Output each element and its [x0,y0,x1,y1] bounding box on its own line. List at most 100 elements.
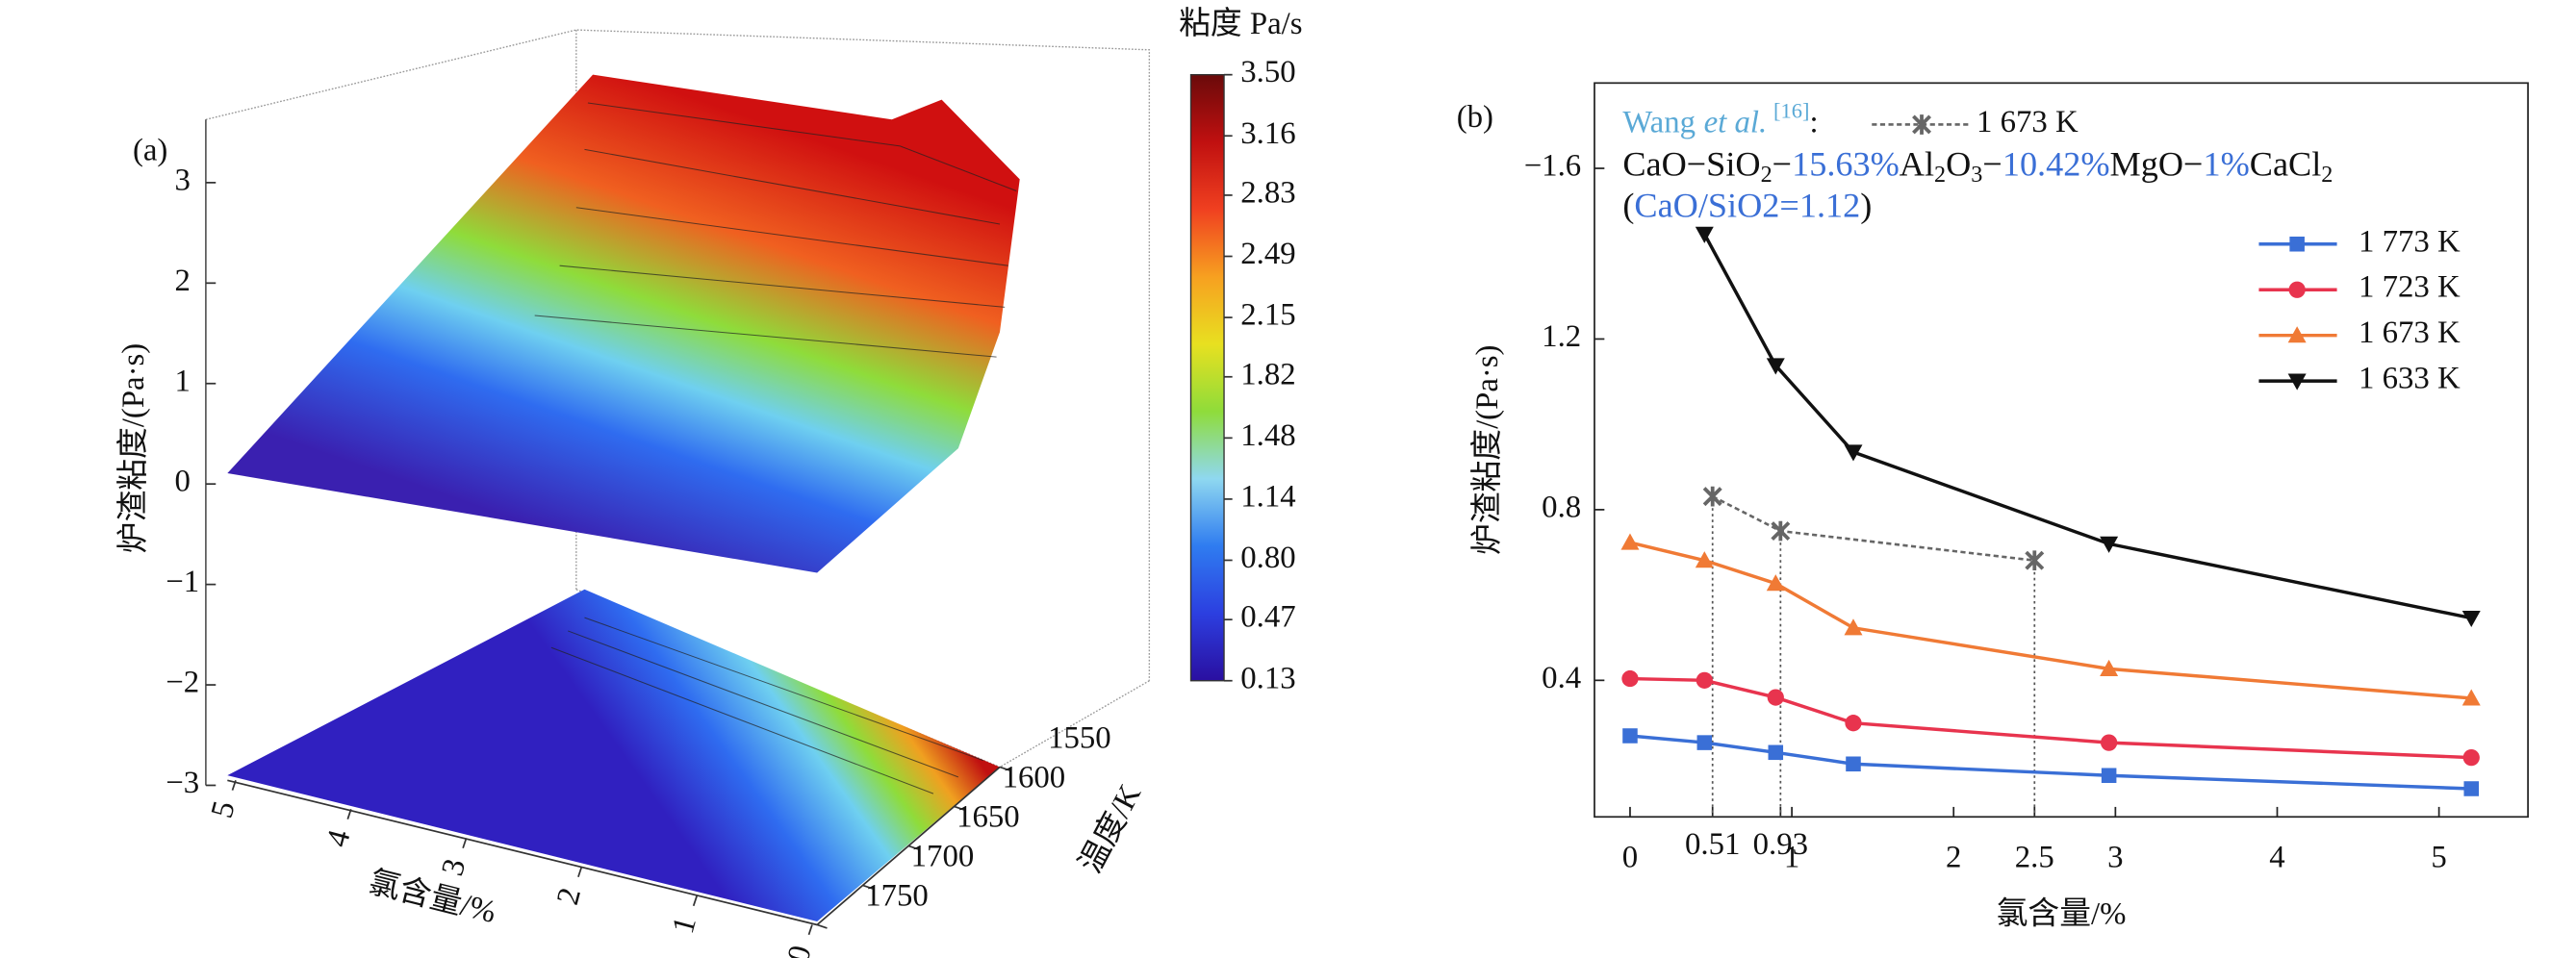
series-line [1629,676,2472,760]
series-line [1629,541,2472,700]
marker [1621,669,1639,688]
x3-tick [692,895,698,907]
marker [1766,358,1785,375]
y3-tick [907,845,919,850]
y-tick-label: 0.4 [1542,661,1581,695]
z-tick-label: −2 [166,666,199,700]
panel-label: (b) [1457,100,1493,135]
colorbar-tick-label: 0.80 [1240,541,1295,575]
y3-tick [816,923,828,929]
x3-axis-label: 氯含量/% [366,864,500,930]
reference-note: Wang et al. [16]: [1622,99,1818,139]
x-tick-label: 3 [2107,841,2123,875]
x-tick-label: 2.5 [2015,841,2054,875]
x3-tick [346,809,352,819]
x3-tick [577,867,583,878]
colorbar-tick-label: 3.50 [1240,55,1295,89]
legend-label: 1 723 K [2359,270,2461,305]
reference-sep: : [1809,105,1818,139]
colorbar-title: 粘度 Pa/s [1179,6,1302,41]
x-tick-label: 0.93 [1753,827,1808,862]
reference-name: 1 673 K [1977,105,2079,139]
y-axis-label: 炉渣粘度/(Pa·s) [1469,345,1505,556]
marker [2288,281,2306,298]
marker [1696,735,1713,750]
annotation-part: CaO−SiO [1622,145,1760,184]
z-tick-label: 3 [175,163,191,197]
annotation-part: MgO− [2110,145,2204,184]
y3-tick-label: 1650 [956,799,1020,834]
annotation-part: 3 [1971,162,1982,188]
contours [534,102,1017,794]
colorbar-tick-label: 1.82 [1240,357,1295,391]
series-line [1702,233,2472,620]
x-tick-label: 0 [1622,841,1638,875]
annotation: (CaO/SiO2=1.12) [1622,187,1872,225]
x3-tick-label: 0 [781,942,819,958]
y-tick-label: 1.2 [1542,319,1581,354]
legend-label: 1 673 K [2359,315,2461,350]
annotation-part: − [1982,145,2002,184]
marker [1846,756,1861,772]
annotation-part: 2 [1934,162,1946,188]
marker [1696,671,1713,689]
y3-tick-label: 1750 [865,878,929,913]
x-tick-label: 1 [1784,841,1799,875]
marker [2461,610,2481,628]
z-axis-label: 炉渣粘度/(Pa·s) [115,343,151,554]
marker [2462,748,2480,767]
colorbar-tick-label: 2.49 [1240,237,1295,271]
marker [1766,574,1785,592]
colorbar-tick-label: 0.47 [1240,600,1295,635]
legend-label: 1 773 K [2359,224,2461,259]
z-tick-label: 1 [175,364,191,398]
y-tick-label: −1.6 [1524,149,1581,184]
y3-axis-label: 温度/K [1072,778,1148,878]
surface-projection [227,589,1001,922]
reference-number: [16] [1773,99,1809,123]
colorbar-tick-label: 2.15 [1240,298,1295,333]
y3-tick [954,805,965,811]
marker [2289,236,2305,252]
marker [1622,728,1638,744]
colorbar-tick-label: 3.16 [1240,116,1295,151]
z-tick-label: 2 [175,264,191,298]
x3-tick [807,924,813,936]
colorbar-tick-label: 1.48 [1240,418,1295,453]
x3-tick-label: 4 [320,826,358,850]
annotation-part: 2 [2321,162,2333,188]
marker [2287,326,2307,343]
x3-tick [231,780,237,791]
annotation-part: 15.63% [1792,145,1900,184]
marker [1620,533,1640,550]
marker [1767,689,1784,706]
z-tick-label: −1 [166,565,199,599]
y3-tick [862,884,874,890]
series-line [1629,734,2472,791]
y3-tick-label: 1550 [1048,720,1111,755]
x3-tick-label: 2 [550,884,588,908]
panel-a: (a) −3 −2 −1 0 1 2 3 炉渣粘度/(Pa·s) 0 1 2 3 4 5 氯含量/% 1550 1… [115,6,1303,958]
marker [1702,486,1722,507]
x-tick-label: 2 [1946,841,1961,875]
annotation-part: Al [1900,145,1934,184]
marker [2100,659,2119,676]
marker [2287,373,2307,391]
reference-etal: et al. [1704,105,1768,139]
z-tick-label: 0 [175,465,191,499]
annotation-part: 10.42% [2002,145,2110,184]
x-tick-label: 4 [2269,841,2284,875]
marker [1912,114,1932,135]
legend-label: 1 633 K [2359,362,2461,396]
reference-line [1712,494,2035,562]
marker [1695,226,1714,243]
marker [2100,536,2119,553]
annotation-part: ( [1622,187,1634,225]
y3-tick-label: 1600 [1003,760,1066,794]
x3-tick-label: 1 [666,913,703,937]
z-tick-label: −3 [166,766,199,800]
marker [1771,520,1791,542]
annotation-part: 2 [1761,162,1773,188]
marker [1768,744,1784,761]
